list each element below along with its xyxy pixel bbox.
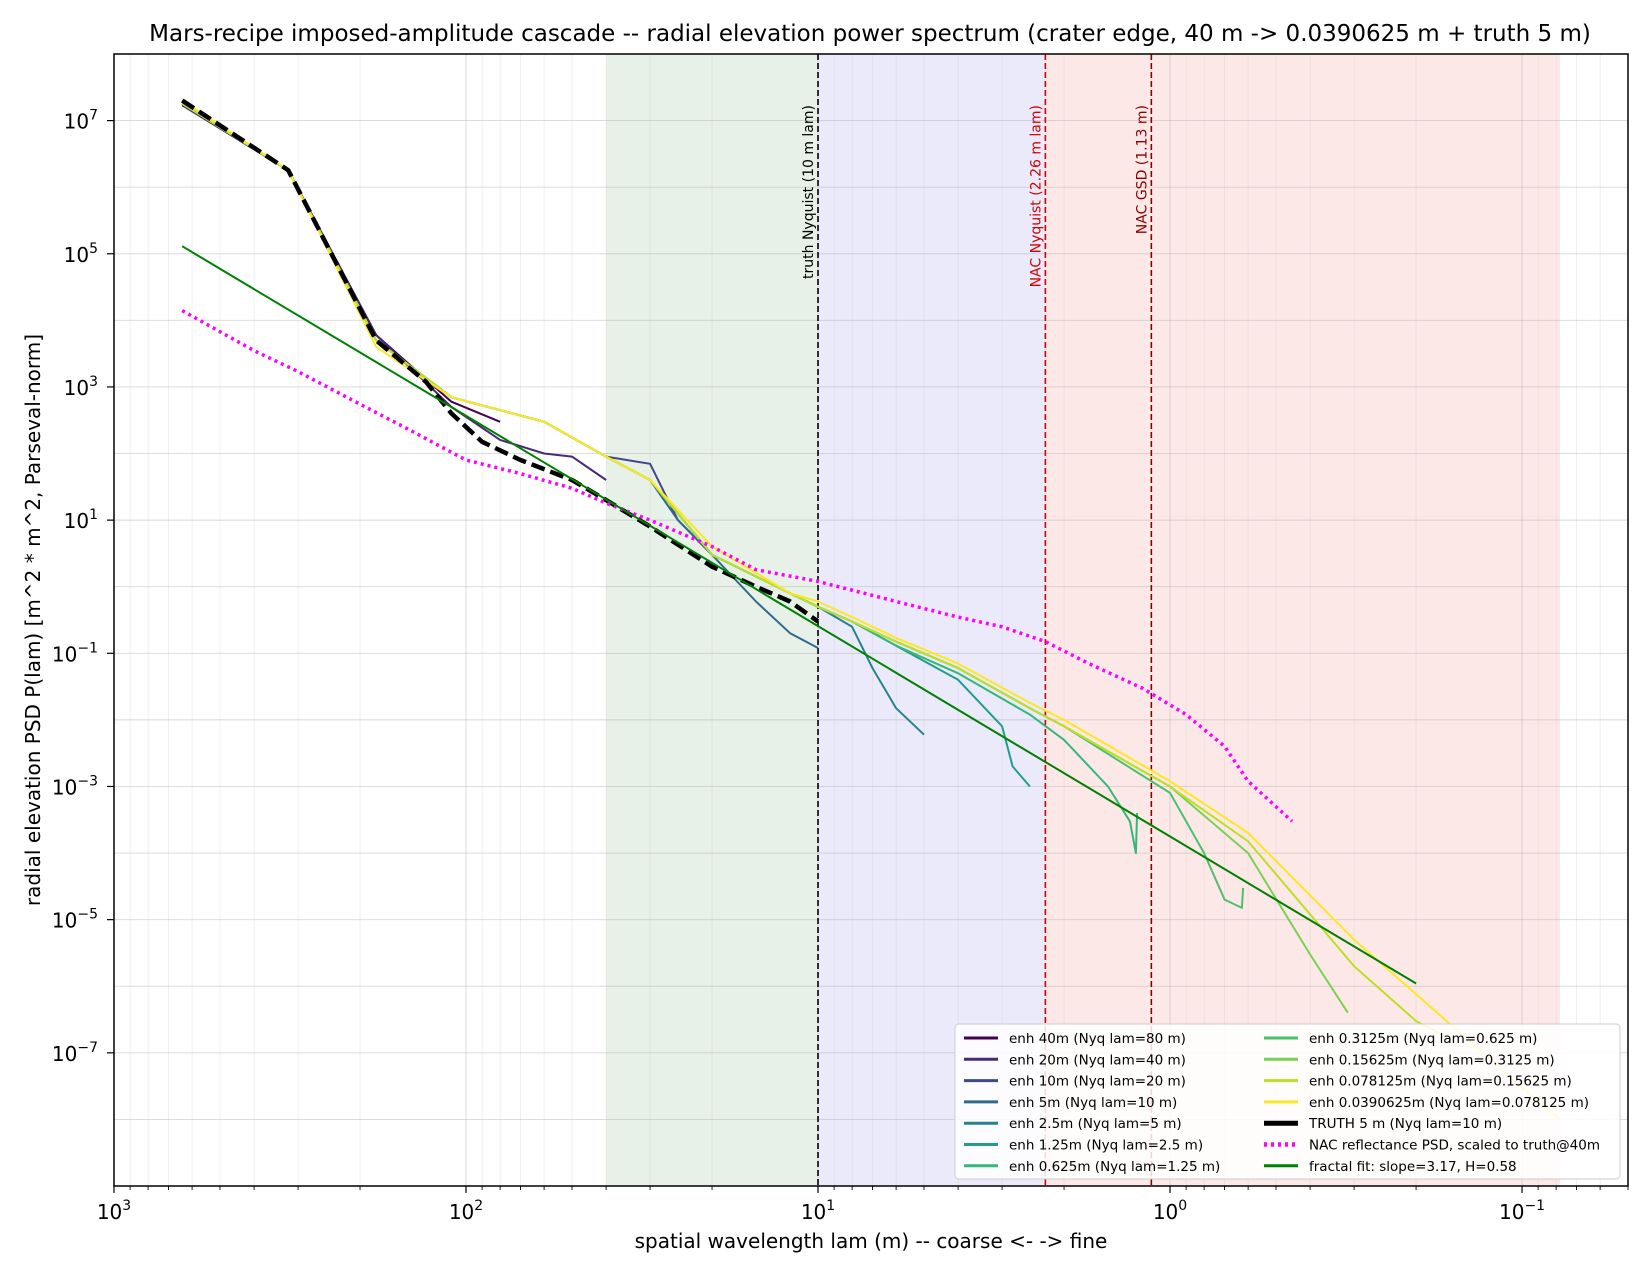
legend-label-13: fractal fit: slope=3.17, H=0.58 [1309,1159,1517,1175]
legend-label-3: enh 5m (Nyq lam=10 m) [1009,1095,1177,1111]
series-line-0 [181,104,501,423]
legend-label-6: enh 0.625m (Nyq lam=1.25 m) [1009,1159,1220,1175]
vline-label-1: NAC Nyquist (2.26 m lam) [1028,105,1044,287]
legend-label-8: enh 0.15625m (Nyq lam=0.3125 m) [1309,1052,1555,1068]
legend-label-5: enh 1.25m (Nyq lam=2.5 m) [1009,1138,1203,1154]
y-tick-label: 10−1 [52,640,98,666]
series-lines [180,98,1561,1121]
series-line-12 [181,309,1294,823]
legend-label-11: TRUTH 5 m (Nyq lam=10 m) [1308,1116,1502,1132]
axis-ticks: 103 102 101 100 10−1 107 105 103 101 10−1 10−3 10−5… [52,108,1629,1224]
vline-label-0: truth Nyquist (10 m lam) [801,105,817,279]
series-line-11 [180,98,820,624]
legend: enh 40m (Nyq lam=80 m) enh 20m (Nyq lam=4… [954,1023,1621,1180]
y-tick-label: 10−7 [52,1040,98,1066]
reference-lines: truth Nyquist (10 m lam) NAC Nyquist (2.2… [801,54,1153,1186]
x-tick-label: 102 [449,1198,483,1224]
x-axis-label: spatial wavelength lam (m) -- coarse <- … [635,1229,1108,1253]
legend-label-12: NAC reflectance PSD, scaled to truth@40m [1309,1138,1600,1154]
x-tick-label: 103 [97,1198,131,1224]
y-axis-label: radial elevation PSD P(lam) [m^2 * m^2, … [21,334,45,906]
legend-label-0: enh 40m (Nyq lam=80 m) [1009,1031,1186,1047]
y-tick-label: 105 [64,241,98,267]
band-0 [606,54,819,1186]
grid-lines [113,53,1629,1187]
legend-label-4: enh 2.5m (Nyq lam=5 m) [1009,1116,1182,1132]
wavelength-bands [606,54,1561,1186]
x-tick-label: 10−1 [1499,1198,1545,1224]
y-tick-label: 101 [64,507,98,533]
y-tick-label: 103 [64,374,98,400]
y-tick-label: 107 [64,108,98,134]
x-tick-label: 101 [801,1198,835,1224]
x-tick-label: 100 [1153,1198,1187,1224]
legend-label-7: enh 0.3125m (Nyq lam=0.625 m) [1309,1031,1537,1047]
chart-title: Mars-recipe imposed-amplitude cascade --… [149,21,1591,47]
band-2 [1045,54,1561,1186]
plot-frame [113,53,1629,1187]
series-line-13 [181,245,1417,985]
legend-label-9: enh 0.078125m (Nyq lam=0.15625 m) [1309,1074,1572,1090]
y-tick-label: 10−3 [52,773,98,799]
legend-label-1: enh 20m (Nyq lam=40 m) [1009,1052,1186,1068]
y-tick-label: 10−5 [52,907,98,933]
vline-label-2: NAC GSD (1.13 m) [1134,105,1150,234]
legend-label-10: enh 0.0390625m (Nyq lam=0.078125 m) [1309,1095,1589,1111]
series-line-10 [181,99,1561,1121]
legend-label-2: enh 10m (Nyq lam=20 m) [1009,1074,1186,1090]
